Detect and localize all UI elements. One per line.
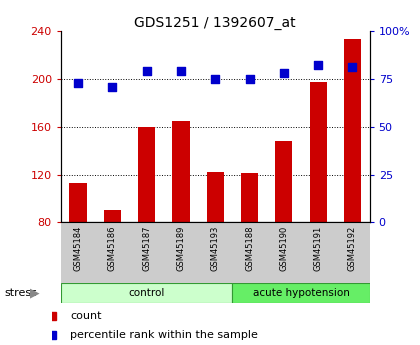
Bar — [232, 283, 370, 303]
Text: GSM45189: GSM45189 — [176, 225, 186, 271]
Text: GSM45192: GSM45192 — [348, 225, 357, 270]
Text: ▶: ▶ — [30, 287, 39, 299]
Text: stress: stress — [4, 288, 37, 298]
Title: GDS1251 / 1392607_at: GDS1251 / 1392607_at — [134, 16, 296, 30]
Bar — [275, 141, 292, 222]
Text: count: count — [70, 311, 102, 321]
Bar — [172, 121, 189, 222]
Text: percentile rank within the sample: percentile rank within the sample — [70, 330, 258, 340]
Text: GSM45193: GSM45193 — [211, 225, 220, 271]
Point — [246, 76, 253, 82]
Point — [315, 63, 322, 68]
Point — [75, 80, 81, 86]
Text: GSM45188: GSM45188 — [245, 225, 254, 271]
Text: GSM45190: GSM45190 — [279, 225, 289, 270]
Bar — [310, 82, 327, 222]
Text: GSM45187: GSM45187 — [142, 225, 151, 271]
Text: GSM45191: GSM45191 — [314, 225, 323, 270]
Point — [143, 68, 150, 74]
Point — [349, 65, 356, 70]
Bar — [69, 183, 87, 222]
Point — [281, 70, 287, 76]
Text: acute hypotension: acute hypotension — [252, 288, 349, 298]
Point — [212, 76, 219, 82]
Point — [109, 84, 116, 89]
Bar — [241, 173, 258, 222]
Text: control: control — [129, 288, 165, 298]
Bar — [344, 39, 361, 222]
Text: GSM45186: GSM45186 — [108, 225, 117, 271]
Bar — [207, 172, 224, 222]
Point — [178, 68, 184, 74]
Bar — [61, 283, 232, 303]
Bar — [104, 210, 121, 222]
Text: GSM45184: GSM45184 — [74, 225, 83, 271]
Bar — [138, 127, 155, 222]
